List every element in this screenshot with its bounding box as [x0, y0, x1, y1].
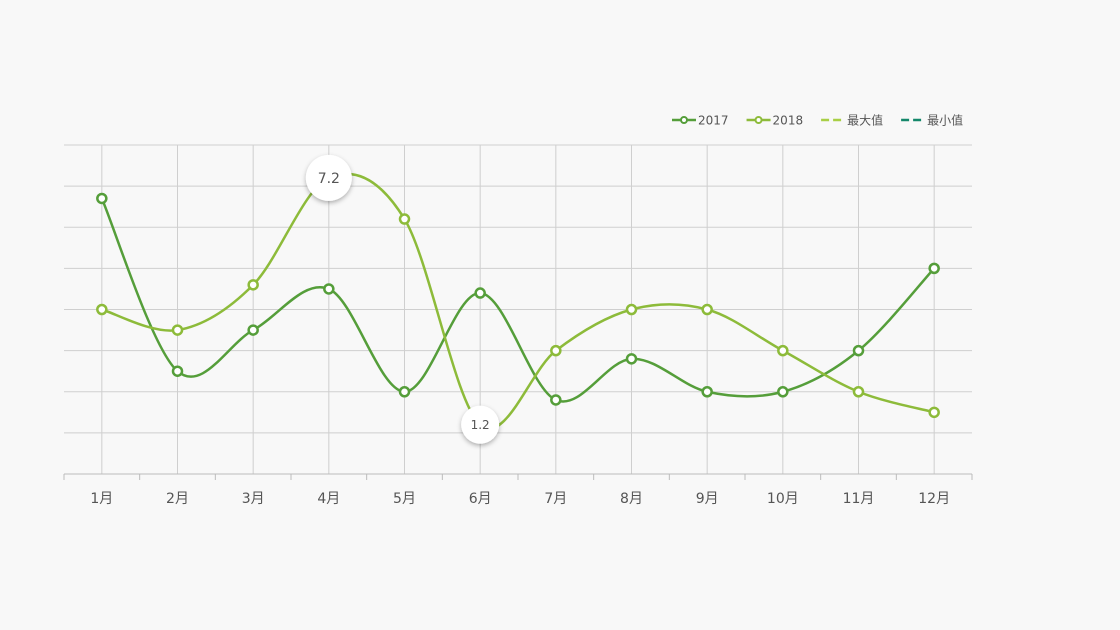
legend: 2017 2018 最大值 最小值 — [672, 113, 963, 128]
legend-label: 最小值 — [927, 113, 963, 128]
legend-label: 最大值 — [847, 113, 883, 128]
point — [928, 406, 940, 419]
legend-label: 2017 — [698, 114, 729, 128]
x-tick-label: 3月 — [242, 491, 265, 507]
x-tick-label: 11月 — [843, 491, 875, 507]
point — [398, 386, 411, 398]
legend-label: 2018 — [773, 114, 804, 128]
point — [247, 279, 259, 291]
point — [171, 324, 184, 336]
point — [701, 303, 713, 316]
x-tick-label: 12月 — [918, 491, 950, 507]
x-tick-label: 9月 — [696, 491, 719, 507]
point — [550, 394, 562, 406]
label-bubble — [461, 405, 500, 444]
point — [474, 287, 486, 299]
x-tick-label: 1月 — [90, 491, 113, 507]
point — [928, 262, 940, 275]
legend-marker — [680, 116, 688, 124]
point — [247, 324, 259, 336]
x-tick-label: 8月 — [620, 491, 643, 507]
point — [777, 386, 789, 398]
point — [625, 303, 638, 316]
label-bubble — [305, 154, 352, 201]
x-tick-label: 2月 — [166, 491, 189, 507]
point — [96, 192, 108, 205]
point — [852, 344, 865, 357]
data-label: 1.2 — [471, 418, 490, 432]
data-label: 7.2 — [318, 171, 340, 187]
point — [625, 353, 638, 365]
x-tick-label: 5月 — [393, 491, 416, 507]
point — [852, 386, 865, 398]
point — [398, 213, 411, 225]
point — [777, 344, 789, 357]
x-tick-label: 7月 — [544, 491, 567, 507]
x-tick-label: 4月 — [317, 491, 340, 507]
x-tick-label: 10月 — [767, 491, 799, 507]
point — [550, 344, 562, 357]
point — [171, 365, 184, 377]
point — [701, 386, 713, 398]
point — [323, 283, 335, 295]
point — [96, 303, 108, 316]
x-tick-label: 6月 — [469, 491, 492, 507]
legend-marker — [754, 116, 763, 124]
